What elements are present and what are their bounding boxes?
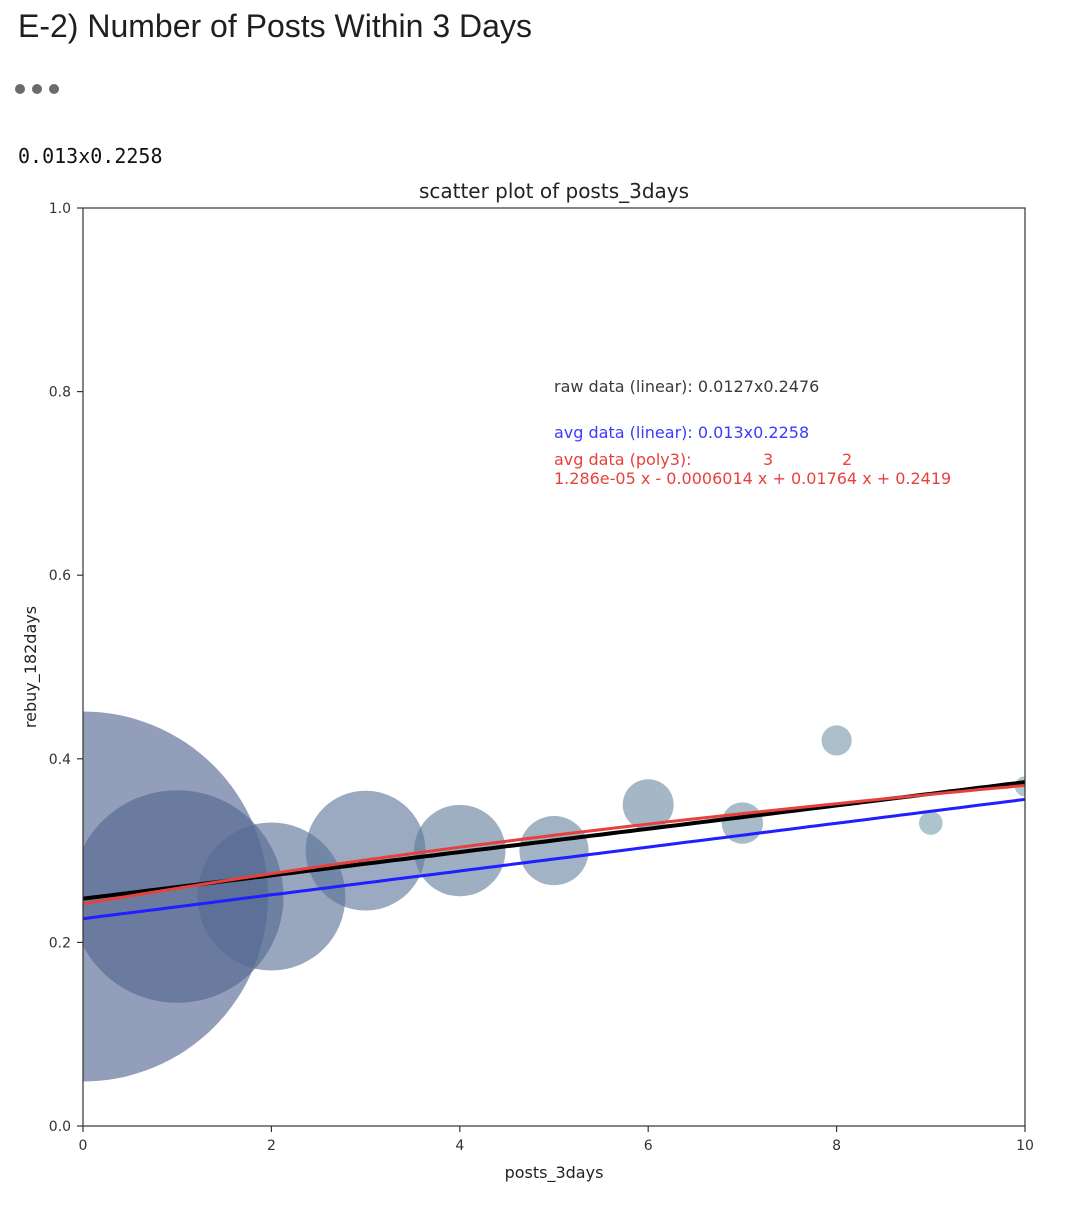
- scatter-point: [519, 816, 589, 886]
- y-axis-label: rebuy_182days: [21, 606, 41, 728]
- scatter-point: [622, 779, 674, 831]
- annotation-poly3-exp3: 3: [763, 450, 773, 469]
- x-tick-label: 0: [79, 1138, 88, 1154]
- cell-output-text: 0.013x0.2258: [18, 144, 163, 168]
- y-tick-label: 0.4: [49, 752, 71, 768]
- scatter-point: [919, 811, 943, 835]
- chart-title: scatter plot of posts_3days: [419, 179, 689, 203]
- fit-line-layer: [83, 780, 1025, 921]
- annotation-raw-linear: raw data (linear): 0.0127x0.2476: [554, 377, 819, 396]
- x-axis-label: posts_3days: [505, 1163, 604, 1183]
- y-tick-label: 1.0: [49, 201, 71, 217]
- marker-layer: [83, 711, 1025, 1082]
- ellipsis-dot: [15, 84, 25, 94]
- x-tick-label: 2: [267, 1138, 276, 1154]
- y-tick-label: 0.2: [49, 935, 71, 951]
- y-tick-label: 0.0: [49, 1119, 71, 1135]
- y-axis: 0.0 0.2 0.4 0.6 0.8 1.0: [49, 201, 83, 1135]
- cell-heading: E-2) Number of Posts Within 3 Days: [18, 8, 532, 44]
- scatter-point: [305, 790, 426, 911]
- plot-frame: [82, 207, 1026, 1127]
- scatter-chart: scatter plot of posts_3days 0 2 4 6 8 10 0.00…: [21, 179, 1034, 1183]
- y-tick-label: 0.8: [49, 385, 71, 401]
- ellipsis-dot: [49, 84, 59, 94]
- linear-fit-line: [83, 797, 1025, 921]
- x-tick-label: 4: [455, 1138, 464, 1154]
- legend-annotations: raw data (linear): 0.0127x0.2476 avg dat…: [554, 377, 951, 488]
- ellipsis-icon[interactable]: [15, 84, 59, 94]
- annotation-poly3-formula: 1.286e-05 x - 0.0006014 x + 0.01764 x + …: [554, 469, 951, 488]
- poly3-fit-line: [83, 783, 1025, 906]
- scatter-point: [821, 725, 852, 756]
- annotation-poly3-exp2: 2: [842, 450, 852, 469]
- x-tick-label: 8: [832, 1138, 841, 1154]
- x-axis: 0 2 4 6 8 10: [79, 1126, 1034, 1154]
- y-tick-label: 0.6: [49, 568, 71, 584]
- x-tick-label: 10: [1016, 1138, 1034, 1154]
- annotation-poly3-label: avg data (poly3):: [554, 450, 692, 469]
- ellipsis-dot: [32, 84, 42, 94]
- annotation-avg-linear: avg data (linear): 0.013x0.2258: [554, 423, 809, 442]
- x-tick-label: 6: [644, 1138, 653, 1154]
